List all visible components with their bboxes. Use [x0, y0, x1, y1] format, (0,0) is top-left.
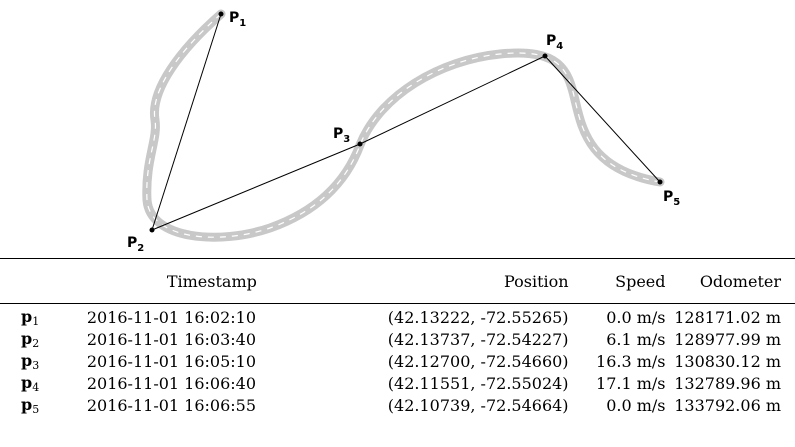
row-label: p — [21, 372, 33, 392]
segment-p3-p4 — [359, 55, 546, 145]
segment-p1-p2 — [151, 13, 222, 231]
label-p5: P5 — [663, 189, 680, 208]
header-timestamp: Timestamp — [166, 271, 257, 291]
header-label — [0, 266, 81, 296]
header-position: Position — [503, 271, 569, 291]
row-label: p — [21, 328, 33, 348]
point-p2 — [149, 227, 155, 233]
header-odometer: Odometer — [699, 271, 781, 291]
data-table: Timestamp Position Speed Odometer p1 201… — [0, 266, 795, 416]
point-p4 — [542, 53, 548, 59]
cell-timestamp: 2016-11-01 16:05:10 — [86, 351, 257, 371]
row-label-sub: 1 — [32, 314, 40, 328]
row-label-sub: 3 — [32, 358, 40, 372]
cell-position: (42.11551, -72.55024) — [387, 373, 569, 393]
label-p4: P4 — [546, 33, 563, 52]
label-p3: P3 — [333, 126, 350, 145]
table-row: p4 2016-11-01 16:06:40 (42.11551, -72.55… — [0, 372, 795, 394]
point-p3 — [357, 141, 363, 147]
cell-position: (42.13737, -72.54227) — [387, 329, 569, 349]
table-row: p3 2016-11-01 16:05:10 (42.12700, -72.54… — [0, 350, 795, 372]
cell-timestamp: 2016-11-01 16:06:40 — [86, 373, 257, 393]
cell-speed: 6.1 m/s — [606, 329, 666, 349]
header-speed: Speed — [615, 271, 666, 291]
table-top-rule — [0, 258, 795, 259]
row-label-sub: 4 — [32, 380, 40, 394]
point-p5 — [657, 179, 663, 185]
cell-position: (42.10739, -72.54664) — [387, 395, 569, 415]
route-diagram: P1 P2 P3 P4 P5 — [127, 9, 680, 254]
segment-p2-p3 — [151, 143, 361, 231]
cell-speed: 17.1 m/s — [596, 373, 666, 393]
row-label-sub: 2 — [32, 336, 40, 350]
row-label-sub: 5 — [32, 402, 40, 416]
row-label: p — [21, 306, 33, 326]
point-p1 — [218, 11, 224, 17]
label-p1: P1 — [229, 10, 246, 29]
segment-p4-p5 — [544, 55, 661, 183]
cell-timestamp: 2016-11-01 16:02:10 — [86, 307, 257, 327]
row-label: p — [21, 350, 33, 370]
road-path — [142, 9, 665, 242]
cell-speed: 16.3 m/s — [596, 351, 666, 371]
cell-position: (42.13222, -72.55265) — [387, 307, 569, 327]
cell-odometer: 128171.02 m — [674, 307, 781, 327]
cell-speed: 0.0 m/s — [606, 395, 666, 415]
label-p2: P2 — [127, 235, 144, 254]
table-header-row: Timestamp Position Speed Odometer — [0, 266, 795, 296]
table-row: p5 2016-11-01 16:06:55 (42.10739, -72.54… — [0, 394, 795, 416]
cell-odometer: 128977.99 m — [674, 329, 781, 349]
row-label: p — [21, 394, 33, 414]
table-row: p1 2016-11-01 16:02:10 (42.13222, -72.55… — [0, 306, 795, 328]
cell-timestamp: 2016-11-01 16:06:55 — [86, 395, 257, 415]
table-header-rule — [0, 303, 795, 304]
road-centerline — [146, 13, 661, 238]
cell-odometer: 132789.96 m — [674, 373, 781, 393]
table-row: p2 2016-11-01 16:03:40 (42.13737, -72.54… — [0, 328, 795, 350]
cell-position: (42.12700, -72.54660) — [387, 351, 569, 371]
cell-speed: 0.0 m/s — [606, 307, 666, 327]
cell-timestamp: 2016-11-01 16:03:40 — [86, 329, 257, 349]
cell-odometer: 133792.06 m — [674, 395, 781, 415]
cell-odometer: 130830.12 m — [674, 351, 781, 371]
